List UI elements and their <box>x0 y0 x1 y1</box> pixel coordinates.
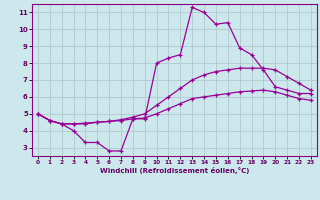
X-axis label: Windchill (Refroidissement éolien,°C): Windchill (Refroidissement éolien,°C) <box>100 167 249 174</box>
